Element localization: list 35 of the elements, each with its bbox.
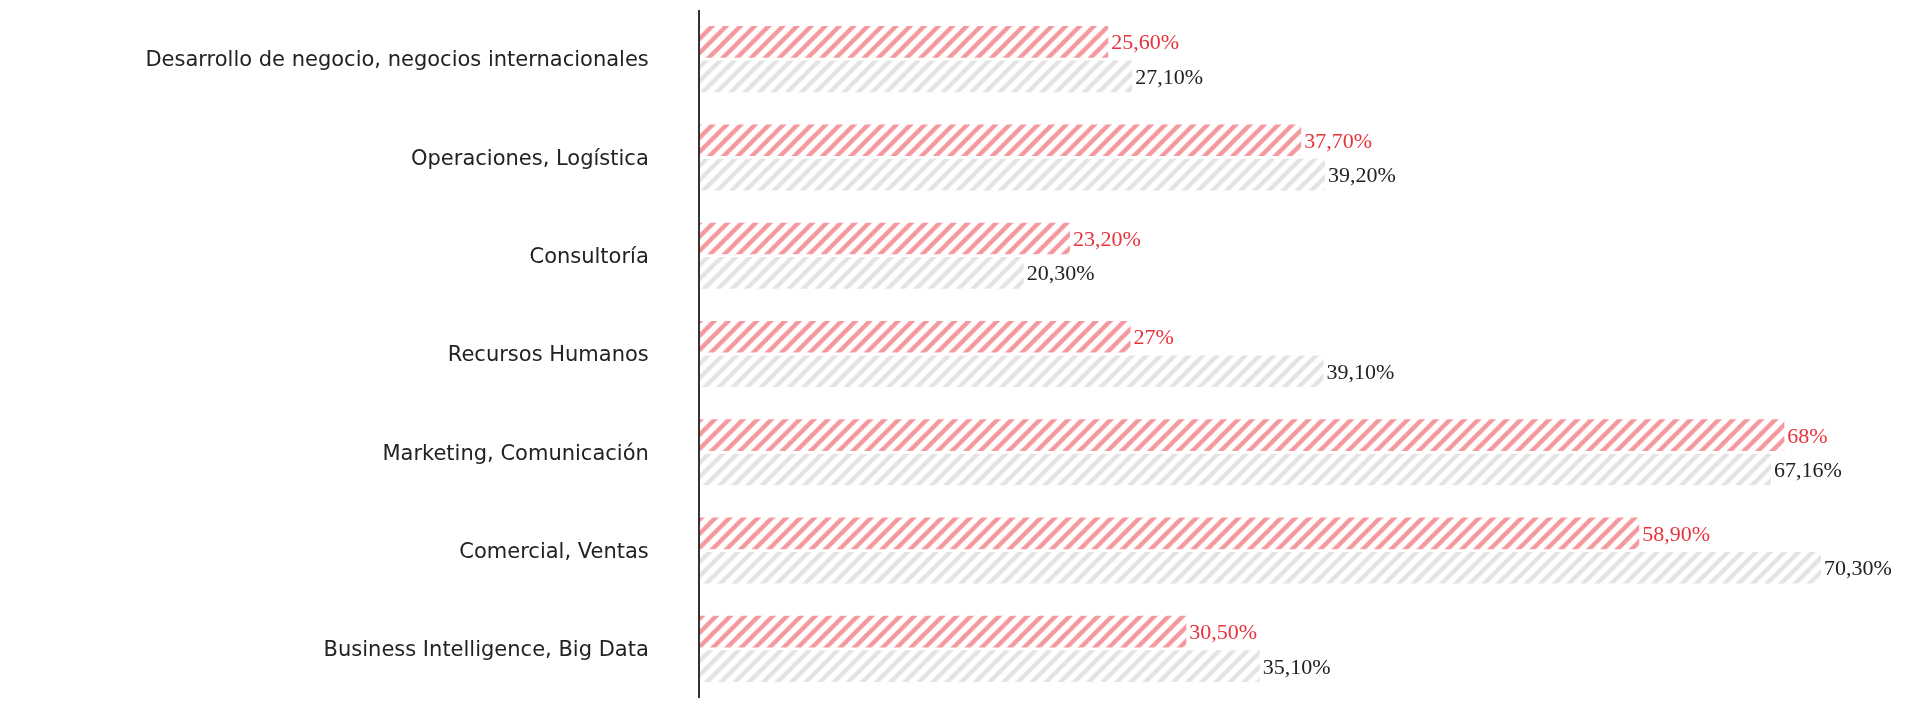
data-label: 39,20%	[1328, 162, 1396, 188]
y-tick-label: Recursos Humanos	[447, 342, 649, 367]
y-tick-label: Marketing, Comunicación	[382, 440, 649, 465]
bar	[700, 26, 1109, 58]
bar	[700, 355, 1324, 388]
data-label: 23,20%	[1072, 226, 1141, 252]
bar	[700, 419, 1785, 451]
bar	[700, 615, 1187, 648]
bar	[700, 124, 1302, 157]
data-label: 70,30%	[1824, 555, 1892, 581]
data-label: 39,10%	[1326, 358, 1395, 384]
data-label: 25,60%	[1111, 29, 1180, 55]
y-tick-label: Operaciones, Logística	[410, 145, 649, 170]
bar	[700, 517, 1640, 550]
bar	[700, 551, 1821, 584]
bar	[700, 158, 1326, 191]
data-label: 20,30%	[1026, 260, 1095, 286]
bar	[700, 320, 1131, 353]
data-label: 35,10%	[1262, 653, 1331, 679]
data-label: 27,10%	[1135, 63, 1203, 89]
data-label: 68%	[1787, 422, 1828, 448]
y-tick-label: Desarrollo de negocio, negocios internacionales	[145, 47, 649, 72]
data-label: 30,50%	[1189, 619, 1258, 645]
bar	[700, 650, 1260, 682]
bar	[700, 453, 1771, 486]
bar	[700, 257, 1024, 289]
y-tick-label: Comercial, Ventas	[459, 538, 649, 563]
data-label: 37,70%	[1304, 127, 1372, 153]
data-label: 27%	[1133, 324, 1174, 350]
data-label: 58,90%	[1642, 520, 1711, 546]
y-tick-label: Business Intelligence, Big Data	[323, 637, 649, 662]
data-label: 67,16%	[1773, 456, 1842, 482]
bar	[700, 60, 1133, 93]
y-tick-label: Consultoría	[529, 244, 649, 269]
bar	[700, 222, 1070, 255]
